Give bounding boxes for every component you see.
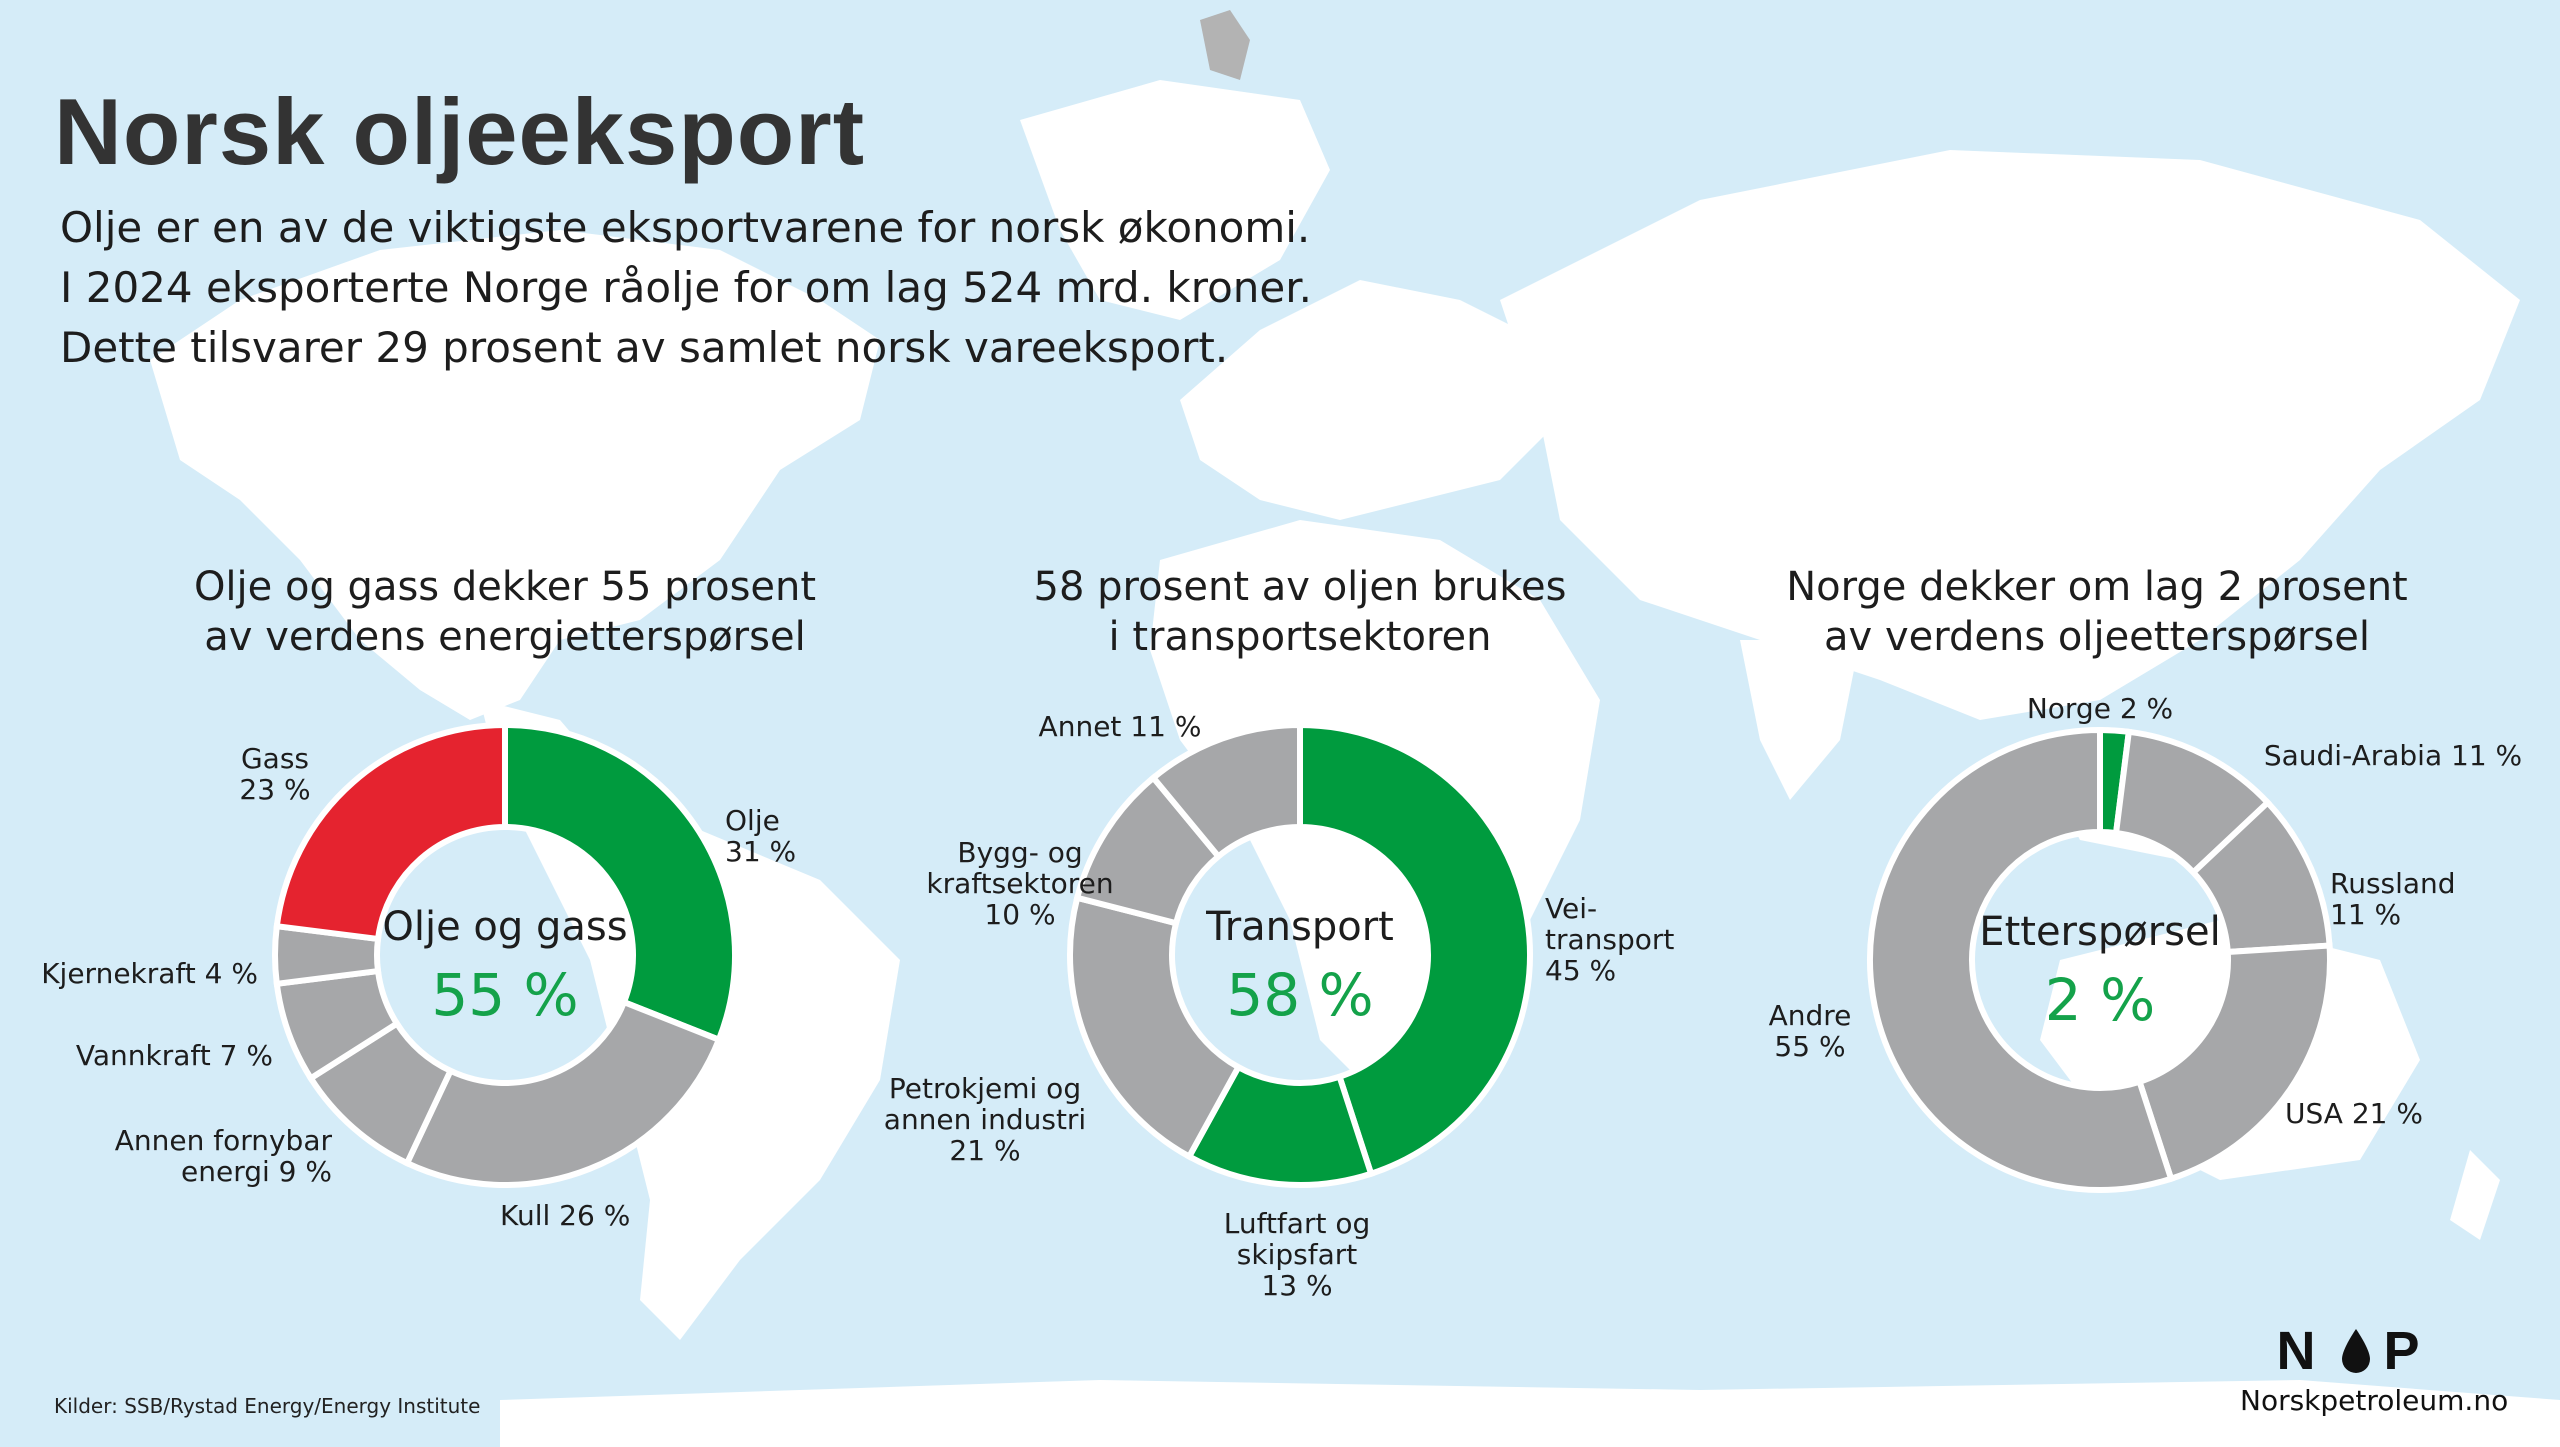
center-label: Transport [1205,904,1394,950]
chart-title-line: av verdens oljeetterspørsel [1824,614,2370,660]
logo-letter-n: N [2276,1321,2330,1381]
oil-drop-icon [2342,1329,2371,1373]
logo-url: Norskpetroleum.no [2240,1384,2509,1417]
donut-slice-veitransport [1297,721,1533,1178]
slice-label: Saudi-Arabia 11 % [2264,739,2522,772]
center-label: Olje og gass [382,904,627,950]
logo-mark: N P [2240,1320,2470,1382]
slice-label: Andre 55 % [1769,999,1852,1063]
slice-label: Annet 11 % [1039,710,1202,743]
chart-1-title: Olje og gass dekker 55 prosent av verden… [105,562,905,662]
chart-title-line: Olje og gass dekker 55 prosent [193,564,817,610]
slice-label: Kjernekraft 4 % [41,957,258,990]
intro-line: I 2024 eksporterte Norge råolje for om l… [60,263,1312,312]
slice-label: Annen fornybar energi 9 % [115,1124,333,1188]
slice-label: Vannkraft 7 % [76,1039,273,1072]
source-note: Kilder: SSB/Rystad Energy/Energy Institu… [54,1394,481,1418]
slice-label: Kull 26 % [500,1199,630,1232]
slice-label: Norge 2 % [2027,692,2173,725]
slice-label: Olje 31 % [725,804,796,868]
donut-slice-petrokjemi-og-annen-industri [1067,894,1243,1161]
slice-label: Bygg- og kraftsektoren 10 % [926,836,1113,931]
slice-label: Luftfart og skipsfart 13 % [1224,1207,1371,1302]
slice-label: Russland 11 % [2330,867,2456,931]
center-value: 58 % [1226,961,1373,1029]
logo-letter-p: P [2383,1321,2434,1381]
chart-title-line: 58 prosent av oljen brukes [1033,564,1567,610]
intro-line: Olje er en av de viktigste eksportvarene… [60,203,1311,252]
slice-label: Vei-transport 45 % [1545,892,1674,987]
center-value: 55 % [431,961,578,1029]
donut-slice-annet [1149,721,1303,861]
center-value: 2 % [2045,966,2155,1034]
chart-title-line: i transportsektoren [1108,614,1492,660]
chart-title-line: Norge dekker om lag 2 prosent [1786,564,2408,610]
donut-slice-kull [403,998,723,1188]
donut-slice-olje [502,721,738,1044]
logo[interactable]: N P Norskpetroleum.no [2240,1320,2509,1417]
donut-slice-usa [2135,942,2333,1183]
donut-slice-gass [273,721,508,943]
center-label: Etterspørsel [1979,909,2220,955]
chart-2-title: 58 prosent av oljen brukes i transportse… [900,562,1700,662]
intro-text: Olje er en av de viktigste eksportvarene… [60,198,1312,378]
chart-3-title: Norge dekker om lag 2 prosent av verdens… [1697,562,2497,662]
intro-line: Dette tilsvarer 29 prosent av samlet nor… [60,323,1229,372]
donut-slice-andre [1867,726,2175,1193]
slice-label: Petrokjemi og annen industri 21 % [884,1072,1086,1167]
chart-title-line: av verdens energietterspørsel [204,614,806,660]
page-title: Norsk oljeeksport [54,79,866,184]
slice-label: USA 21 % [2285,1097,2423,1130]
slice-label: Gass 23 % [239,742,310,806]
